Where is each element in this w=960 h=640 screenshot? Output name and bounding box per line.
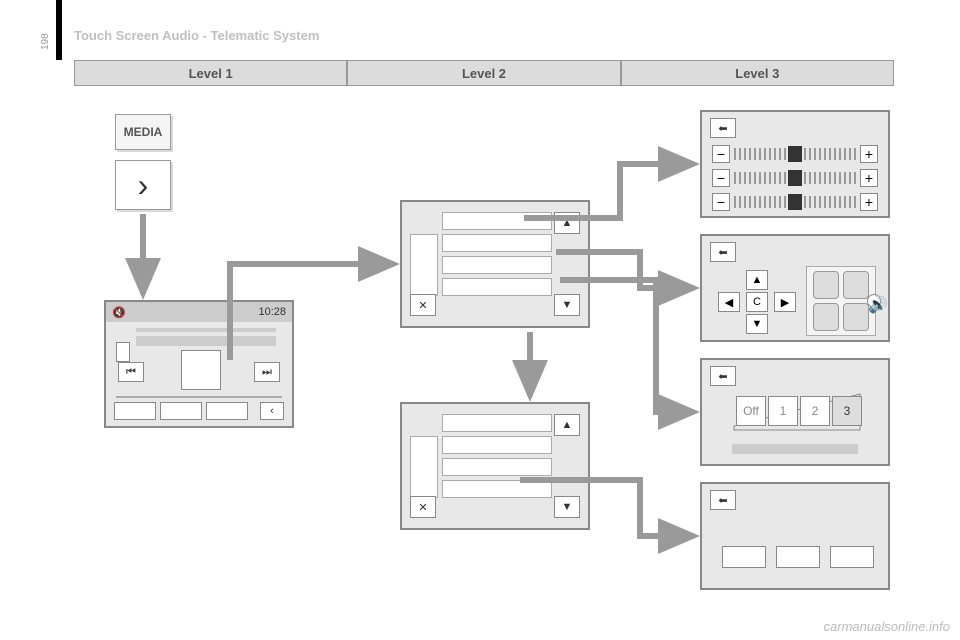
seat-rear-right-icon: [843, 303, 869, 331]
seat-front-right-icon: [843, 271, 869, 299]
scroll-down-button[interactable]: ▼: [554, 496, 580, 518]
list-item[interactable]: [442, 256, 552, 274]
decrease-button[interactable]: −: [712, 193, 730, 211]
back-button[interactable]: ⬅: [710, 490, 736, 510]
seat-rear-left-icon: [813, 303, 839, 331]
back-button[interactable]: ⬅: [710, 118, 736, 138]
slider-thumb[interactable]: [788, 194, 802, 210]
player-topbar: 🔇 10:28: [106, 302, 292, 322]
balance-center-button[interactable]: C: [746, 292, 768, 312]
slider-track[interactable]: [734, 148, 856, 160]
header-level-3: Level 3: [621, 60, 894, 86]
volume-off-button[interactable]: Off: [736, 396, 766, 426]
speed-volume-panel: ⬅ Off 1 2 3: [700, 358, 890, 466]
option-button-1[interactable]: [722, 546, 766, 568]
balance-left-button[interactable]: ◀: [718, 292, 740, 312]
clock-time: 10:28: [258, 306, 286, 318]
balance-panel: ⬅ ▲ ◀ C ▶ ▼ 🔊: [700, 234, 890, 342]
page-title: Touch Screen Audio - Telematic System: [74, 28, 319, 43]
list-item[interactable]: [442, 480, 552, 498]
volume-level-1-button[interactable]: 1: [768, 396, 798, 426]
speaker-icon: 🔊: [867, 294, 881, 308]
mute-icon[interactable]: 🔇: [112, 306, 126, 319]
next-page-chevron[interactable]: ›: [115, 160, 171, 210]
media-button[interactable]: MEDIA: [115, 114, 171, 150]
close-button[interactable]: ✕: [410, 496, 436, 518]
scroll-up-button[interactable]: ▲: [554, 414, 580, 436]
balance-down-button[interactable]: ▼: [746, 314, 768, 334]
previous-track-button[interactable]: ⏮: [118, 362, 144, 382]
player-tab-2[interactable]: [160, 402, 202, 420]
player-menu-button[interactable]: ‹: [260, 402, 284, 420]
eq-slider-1: − +: [712, 144, 878, 164]
increase-button[interactable]: +: [860, 145, 878, 163]
settings-list-panel-2: ▲ ▼ ✕: [400, 402, 590, 530]
list-item[interactable]: [442, 234, 552, 252]
next-track-button[interactable]: ⏭: [254, 362, 280, 382]
increase-button[interactable]: +: [860, 169, 878, 187]
header-level-1: Level 1: [74, 60, 347, 86]
list-item[interactable]: [442, 458, 552, 476]
scroll-down-button[interactable]: ▼: [554, 294, 580, 316]
decrease-button[interactable]: −: [712, 145, 730, 163]
seat-front-left-icon: [813, 271, 839, 299]
settings-list-panel-1: ▲ ▼ ✕: [400, 200, 590, 328]
volume-bar: [732, 444, 858, 454]
list-sidebar: [410, 436, 438, 498]
car-diagram: 🔊: [806, 266, 876, 336]
balance-up-button[interactable]: ▲: [746, 270, 768, 290]
album-art: [181, 350, 221, 390]
decrease-button[interactable]: −: [712, 169, 730, 187]
option-button-3[interactable]: [830, 546, 874, 568]
volume-level-2-button[interactable]: 2: [800, 396, 830, 426]
track-info-line: [136, 336, 276, 346]
watermark: carmanualsonline.info: [824, 619, 950, 634]
section-marker: [56, 0, 62, 60]
eq-slider-3: − +: [712, 192, 878, 212]
options-panel: ⬅: [700, 482, 890, 590]
balance-right-button[interactable]: ▶: [774, 292, 796, 312]
eq-slider-2: − +: [712, 168, 878, 188]
close-button[interactable]: ✕: [410, 294, 436, 316]
increase-button[interactable]: +: [860, 193, 878, 211]
slider-track[interactable]: [734, 172, 856, 184]
list-item[interactable]: [442, 436, 552, 454]
page-number: 198: [40, 33, 51, 50]
player-tab-1[interactable]: [114, 402, 156, 420]
player-tab-3[interactable]: [206, 402, 248, 420]
track-title-line: [136, 328, 276, 332]
slider-thumb[interactable]: [788, 146, 802, 162]
header-level-2: Level 2: [347, 60, 620, 86]
back-button[interactable]: ⬅: [710, 366, 736, 386]
list-sidebar: [410, 234, 438, 296]
level-header-row: Level 1 Level 2 Level 3: [74, 60, 894, 86]
progress-bar[interactable]: [116, 396, 282, 398]
list-item[interactable]: [442, 278, 552, 296]
option-button-2[interactable]: [776, 546, 820, 568]
balance-dpad: ▲ ◀ C ▶ ▼: [718, 270, 796, 336]
list-item[interactable]: [442, 414, 552, 432]
media-player-panel: 🔇 10:28 ⏮ ⏭ ‹: [104, 300, 294, 428]
slider-thumb[interactable]: [788, 170, 802, 186]
list-item[interactable]: [442, 212, 552, 230]
equalizer-panel: ⬅ − + − + − +: [700, 110, 890, 218]
device-icon[interactable]: [116, 342, 130, 362]
volume-level-3-button[interactable]: 3: [832, 396, 862, 426]
back-button[interactable]: ⬅: [710, 242, 736, 262]
slider-track[interactable]: [734, 196, 856, 208]
scroll-up-button[interactable]: ▲: [554, 212, 580, 234]
